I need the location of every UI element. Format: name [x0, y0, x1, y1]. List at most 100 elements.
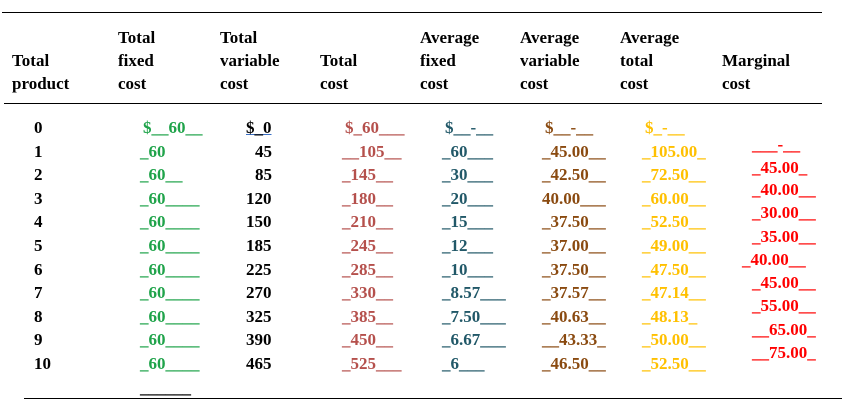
cell: _60 [140, 141, 166, 161]
cell: 3 [34, 188, 43, 208]
cell: _245__ [342, 236, 393, 255]
marginal-cost: __75.00_ [752, 343, 816, 362]
cell: 270 [246, 283, 272, 303]
header-cell: cost [118, 74, 147, 93]
header-cell: cost [320, 74, 349, 93]
cell: _145__ [342, 165, 393, 185]
cell: 9 [34, 330, 43, 350]
cell: $_-__ [645, 118, 685, 137]
cell: _20___ [442, 188, 493, 208]
header-rule [4, 103, 822, 104]
header-cell: Total [220, 28, 258, 47]
header-cell: variable [520, 51, 580, 70]
cell: $__60__ [143, 118, 203, 137]
marginal-cost: _40.00__ [752, 180, 816, 199]
cell: _60____ [140, 354, 200, 373]
cell: _37.50__ [542, 259, 606, 279]
header-cell: Total [320, 51, 358, 70]
cell: _330__ [342, 283, 393, 303]
cell: _12___ [442, 236, 493, 255]
header-cell: fixed [420, 51, 456, 70]
bottom-rule [24, 398, 842, 399]
cell: _105.00_ [642, 141, 706, 161]
cell: _525___ [342, 354, 402, 373]
cell: $_0 [246, 118, 272, 137]
cell: _180__ [342, 188, 393, 208]
cell: 390 [246, 330, 272, 350]
header-cell: Marginal [722, 51, 790, 70]
cell: _40.63__ [542, 306, 606, 326]
cell: _60____ [140, 188, 200, 208]
cell: 2 [34, 165, 43, 185]
cell: 150 [246, 212, 272, 232]
cell: _285__ [342, 259, 393, 279]
cell: _60____ [140, 212, 200, 232]
cell: _37.50__ [542, 212, 606, 232]
cell: 45 [255, 141, 272, 161]
cell: _48.13_ [642, 306, 698, 326]
marginal-cost: _35.00__ [752, 227, 816, 246]
header-cell: cost [520, 74, 549, 93]
header-cell: total [620, 51, 654, 70]
header-cell: cost [220, 74, 249, 93]
marginal-cost: _30.00__ [752, 203, 816, 222]
cell: 120 [246, 188, 272, 208]
cell: _45.00__ [542, 141, 606, 161]
cell: _385__ [342, 306, 393, 326]
cell: _60____ [140, 306, 200, 326]
cell: 8 [34, 306, 43, 326]
header-cell: Average [620, 28, 680, 47]
cell: _60____ [140, 259, 200, 279]
cell: $__-__ [445, 118, 494, 137]
cell: 85 [255, 165, 272, 185]
header-cell: Average [420, 28, 480, 47]
cell: _52.50__ [642, 354, 706, 373]
cell: _47.50__ [642, 259, 706, 279]
cell: _8.57___ [442, 283, 506, 303]
cell: _15___ [442, 212, 493, 232]
cell: _50.00__ [642, 330, 706, 350]
cell: 4 [34, 212, 43, 232]
cell: _52.50__ [642, 212, 706, 232]
cell: _60____ [140, 236, 200, 255]
cell: 5 [34, 236, 43, 255]
cell: _37.00__ [542, 236, 606, 255]
header-cell: cost [722, 74, 751, 93]
header-cell: variable [220, 51, 280, 70]
cell: 10 [34, 354, 51, 373]
header-cell: cost [420, 74, 449, 93]
cell: _72.50__ [642, 165, 706, 185]
footer-blank: ______ [140, 378, 191, 397]
cell: __105__ [342, 141, 402, 161]
cell: _60____ [140, 283, 200, 303]
marginal-cost: _45.00__ [752, 273, 816, 292]
cell: 185 [246, 236, 272, 255]
cell: _6.67___ [442, 330, 506, 350]
header-cell: fixed [118, 51, 154, 70]
cell: 1 [34, 141, 43, 161]
cell: _60____ [140, 330, 200, 350]
cell: _10___ [442, 259, 493, 279]
cell: 0 [34, 118, 43, 137]
cell: _210__ [342, 212, 393, 232]
header-cell: Average [520, 28, 580, 47]
cell: 325 [246, 306, 272, 326]
header-cell: Total [118, 28, 156, 47]
marginal-cost: _45.00_ [752, 158, 808, 177]
cell: _6___ [442, 354, 485, 373]
cell: 465 [246, 354, 272, 373]
cell: 40.00___ [542, 188, 606, 208]
cell: _450__ [342, 330, 393, 350]
cell: _60.00__ [642, 188, 706, 208]
cell: _49.00__ [642, 236, 706, 255]
cell: 7 [34, 283, 43, 303]
cell: _47.14__ [642, 283, 706, 303]
cell: 225 [246, 259, 272, 279]
header-cell: product [12, 74, 70, 93]
header-cell: Total [12, 51, 50, 70]
cell: _37.57__ [542, 283, 606, 303]
top-rule [2, 12, 822, 13]
marginal-cost: _55.00__ [752, 296, 816, 315]
cell: __43.33_ [542, 330, 606, 350]
